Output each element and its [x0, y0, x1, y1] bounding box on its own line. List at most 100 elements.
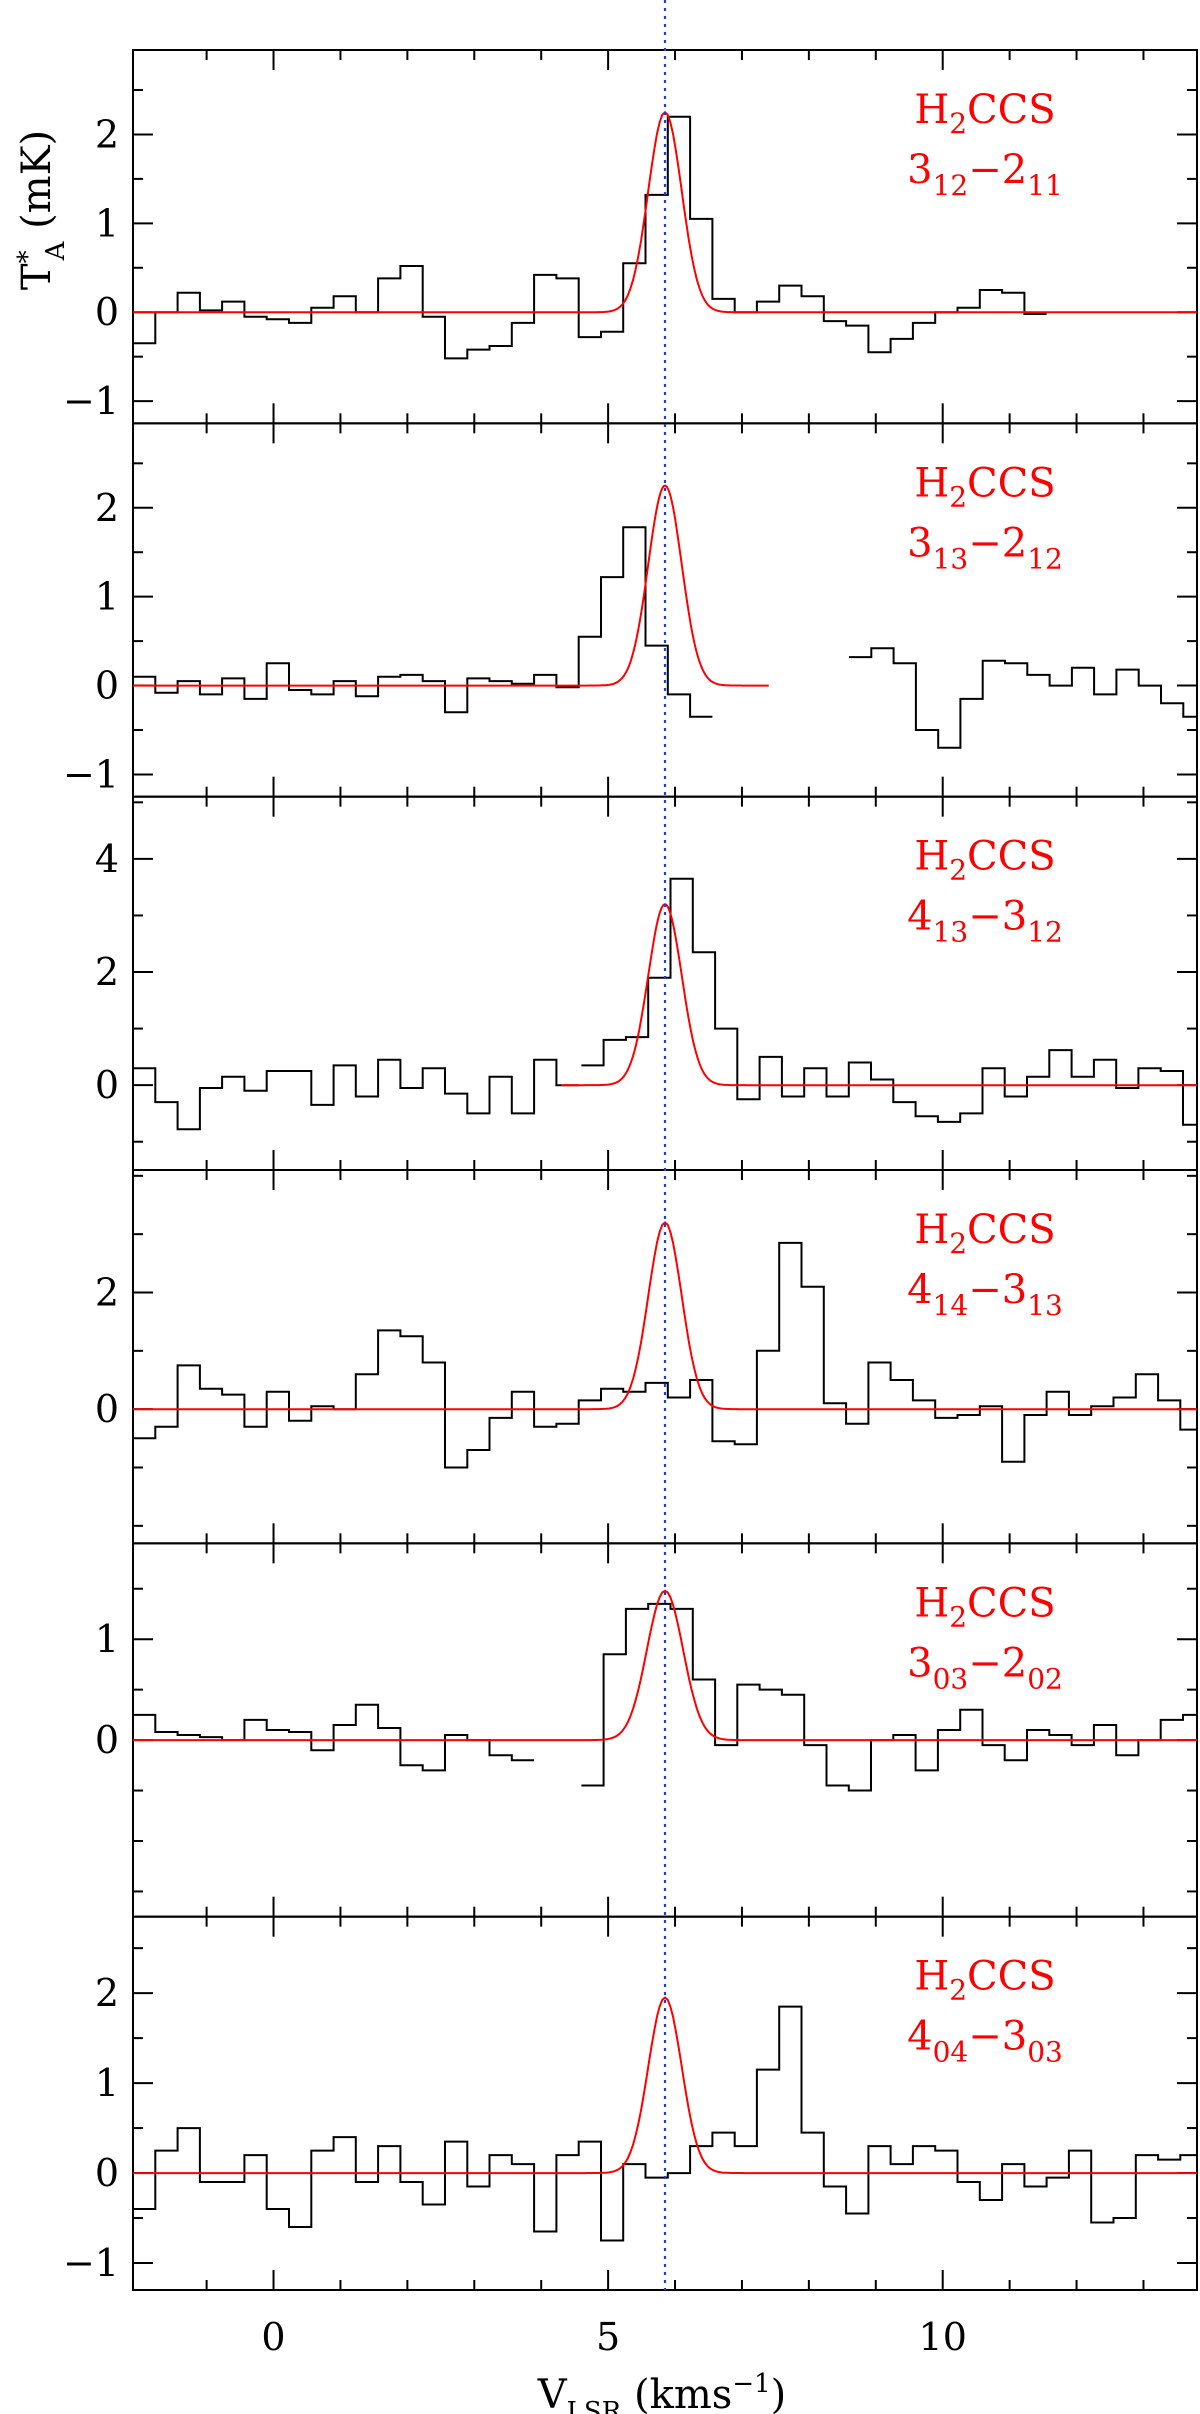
molecule-subscript: 2: [949, 480, 967, 513]
transition-lower-k: 02: [1027, 1662, 1063, 1695]
molecule-label: H2CCS: [914, 1207, 1055, 1260]
x-axis-label: VLSR (kms−1): [537, 2369, 787, 2414]
observed-spectrum-2: [849, 647, 1197, 749]
y-tick-label: 1: [95, 201, 119, 245]
y-tick-label: 0: [95, 1063, 119, 1107]
gaussian-fit: [133, 1221, 1197, 1411]
y-tick-label: −1: [63, 2241, 119, 2285]
observed-spectrum-1: [133, 1241, 1197, 1469]
transition-upper-k: 13: [933, 542, 969, 575]
transition-upper-j: 4: [907, 2014, 932, 2060]
observed-spectrum-1: [133, 1058, 579, 1131]
y-tick-label: 2: [95, 1271, 119, 1315]
molecule-suffix: CCS: [967, 87, 1056, 133]
molecule-subscript: 2: [949, 107, 967, 140]
molecule-prefix: H: [914, 460, 949, 506]
observed-spectrum-1: [133, 1703, 535, 1772]
x-tick-label: 0: [261, 2315, 285, 2359]
molecule-label: H2CCS: [914, 460, 1055, 513]
y-axis-label-unit: (mK): [14, 130, 60, 242]
observed-spectrum-1: [133, 526, 713, 718]
x-axis-label-main: V: [537, 2372, 568, 2414]
y-tick-label: 1: [95, 2061, 119, 2105]
y-axis-label: T*A (mK): [13, 130, 71, 290]
gaussian-fit: [133, 484, 769, 687]
molecule-label: H2CCS: [914, 1954, 1055, 2007]
y-axis-label-sub: A: [41, 240, 71, 261]
transition-upper-j: 3: [907, 1640, 932, 1686]
molecule-prefix: H: [914, 87, 949, 133]
y-tick-label: 2: [95, 112, 119, 156]
transition-upper-k: 04: [933, 2036, 969, 2069]
y-tick-label: −1: [63, 379, 119, 423]
y-tick-label: 1: [95, 1617, 119, 1661]
y-tick-label: 0: [95, 2151, 119, 2195]
transition-separator: −: [968, 894, 1002, 940]
transition-lower-j: 2: [1002, 147, 1027, 193]
transition-upper-k: 14: [933, 1289, 969, 1322]
transition-lower-j: 2: [1002, 1640, 1027, 1686]
transition-separator: −: [968, 520, 1002, 566]
observed-spectrum-2: [581, 877, 1197, 1126]
molecule-subscript: 2: [949, 854, 967, 887]
transition-separator: −: [968, 147, 1002, 193]
transition-label: 312−211: [907, 147, 1063, 202]
transition-upper-j: 3: [907, 520, 932, 566]
transition-separator: −: [968, 1640, 1002, 1686]
transition-label: 404−303: [907, 2014, 1063, 2069]
molecule-subscript: 2: [949, 1227, 967, 1260]
molecule-prefix: H: [914, 1580, 949, 1626]
x-axis-label-sub: LSR: [567, 2397, 623, 2414]
transition-upper-j: 3: [907, 147, 932, 193]
molecule-suffix: CCS: [967, 834, 1056, 880]
x-axis-label-unit-end: ): [771, 2372, 787, 2414]
transition-label: 414−313: [907, 1267, 1063, 1322]
y-tick-label: 4: [95, 837, 119, 881]
panel-6: −1 0 1 2 H2CCS 404−303: [63, 1915, 1198, 2291]
transition-lower-k: 03: [1027, 2036, 1063, 2069]
transition-upper-k: 12: [933, 169, 969, 202]
x-axis: 0 5 10: [261, 2315, 966, 2359]
transition-lower-k: 12: [1027, 916, 1063, 949]
transition-upper-k: 13: [933, 916, 969, 949]
transition-upper-j: 4: [907, 894, 932, 940]
transition-lower-j: 3: [1002, 894, 1027, 940]
y-tick-label: 0: [95, 1387, 119, 1431]
y-tick-label: −1: [63, 752, 119, 796]
y-axis-label-main: T: [14, 263, 60, 290]
gaussian-fit: [133, 1589, 1197, 1742]
molecule-prefix: H: [914, 1954, 949, 2000]
molecule-suffix: CCS: [967, 1580, 1056, 1626]
observed-spectrum-1: [133, 115, 1047, 360]
molecule-subscript: 2: [949, 1974, 967, 2007]
molecule-suffix: CCS: [967, 460, 1056, 506]
y-tick-label: 0: [95, 1718, 119, 1762]
x-tick-label: 10: [919, 2315, 967, 2359]
gaussian-fit: [133, 1996, 1197, 2175]
x-axis-label-unit-sup: −1: [732, 2369, 770, 2399]
gaussian-fit: [561, 903, 1197, 1087]
transition-upper-j: 4: [907, 1267, 932, 1313]
transition-separator: −: [968, 1267, 1002, 1313]
transition-upper-k: 03: [933, 1662, 969, 1695]
molecule-prefix: H: [914, 834, 949, 880]
transition-label: 313−212: [907, 520, 1063, 575]
molecule-label: H2CCS: [914, 1580, 1055, 1633]
x-tick-label: 5: [596, 2315, 620, 2359]
transition-lower-k: 13: [1027, 1289, 1063, 1322]
transition-lower-k: 12: [1027, 542, 1063, 575]
observed-spectrum-2: [581, 1602, 1197, 1792]
transition-lower-k: 11: [1027, 169, 1063, 202]
molecule-label: H2CCS: [914, 87, 1055, 140]
y-tick-label: 1: [95, 575, 119, 619]
y-axis-label-sup: *: [13, 250, 43, 263]
x-axis-label-unit: (kms: [621, 2372, 732, 2414]
molecule-subscript: 2: [949, 1600, 967, 1633]
